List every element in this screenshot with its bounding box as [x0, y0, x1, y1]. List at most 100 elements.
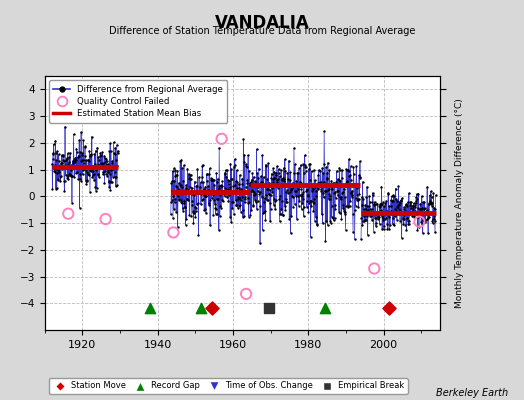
Point [405, 220, 413, 227]
Point [389, 198, 397, 204]
Point [237, 194, 246, 200]
Point [412, 194, 420, 200]
Point [401, 221, 409, 228]
Point [279, 165, 288, 171]
Point [94, 162, 102, 168]
Point [191, 208, 200, 214]
Point [200, 192, 208, 198]
Point [336, 194, 345, 200]
Point [406, 208, 414, 215]
Point [270, 198, 279, 204]
Point [99, 160, 107, 166]
Text: VANDALIA: VANDALIA [215, 14, 309, 32]
Point [199, 188, 208, 194]
Point [178, 200, 186, 206]
Point [270, 196, 278, 202]
Point [422, 210, 430, 216]
Point [87, 151, 95, 157]
Point [91, 184, 100, 190]
Point [418, 193, 426, 199]
Point [256, 202, 265, 209]
Point [354, 204, 363, 210]
Point [339, 189, 347, 195]
Point [392, 206, 400, 213]
Point [390, 213, 399, 220]
Point [86, 167, 94, 173]
Point [254, 184, 263, 190]
Point [402, 226, 411, 233]
Point [348, 187, 356, 194]
Point [408, 210, 416, 216]
Point [405, 190, 413, 196]
Point [352, 181, 361, 187]
Point [67, 162, 75, 169]
Point [326, 218, 334, 224]
Point [209, 176, 217, 183]
Point [229, 199, 237, 206]
Point [326, 196, 335, 202]
Point [412, 200, 421, 206]
Point [289, 179, 297, 186]
Point [78, 157, 86, 163]
Point [85, 153, 94, 159]
Point [398, 195, 406, 201]
Point [110, 150, 118, 156]
Point [222, 173, 231, 180]
Point [199, 196, 207, 202]
Point [314, 184, 322, 191]
Point [332, 179, 341, 185]
Point [248, 170, 257, 176]
Point [273, 178, 281, 185]
Point [55, 169, 63, 176]
Point [191, 214, 200, 220]
Point [426, 198, 434, 204]
Point [345, 173, 354, 180]
Point [230, 188, 238, 195]
Point [170, 177, 178, 184]
Point [61, 172, 70, 178]
Point [362, 206, 370, 212]
Point [424, 200, 433, 207]
Point [237, 197, 245, 203]
Point [428, 218, 436, 224]
Point [358, 194, 366, 200]
Point [63, 175, 71, 181]
Point [178, 184, 186, 190]
Point [281, 168, 290, 174]
Point [315, 180, 324, 187]
Point [238, 175, 246, 182]
Point [395, 202, 403, 208]
Point [270, 174, 278, 181]
Point [349, 164, 357, 171]
Point [167, 199, 175, 205]
Point [364, 232, 372, 238]
Point [372, 220, 380, 226]
Point [190, 192, 198, 199]
Point [261, 217, 269, 223]
Point [276, 173, 284, 180]
Point [287, 212, 296, 219]
Point [372, 201, 380, 208]
Point [55, 158, 63, 164]
Point [278, 198, 286, 204]
Point [412, 198, 420, 204]
Point [400, 204, 408, 210]
Point [180, 162, 188, 168]
Point [431, 206, 440, 212]
Point [231, 197, 239, 204]
Point [377, 202, 385, 209]
Point [107, 148, 115, 154]
Point [48, 160, 56, 167]
Point [243, 190, 252, 196]
Point [409, 207, 417, 214]
Point [84, 158, 93, 164]
Point [266, 187, 275, 194]
Point [197, 191, 205, 197]
Point [217, 183, 225, 190]
Point [91, 161, 99, 168]
Point [113, 163, 122, 169]
Point [226, 160, 235, 167]
Point [361, 216, 369, 223]
Point [267, 206, 275, 212]
Point [272, 177, 281, 184]
